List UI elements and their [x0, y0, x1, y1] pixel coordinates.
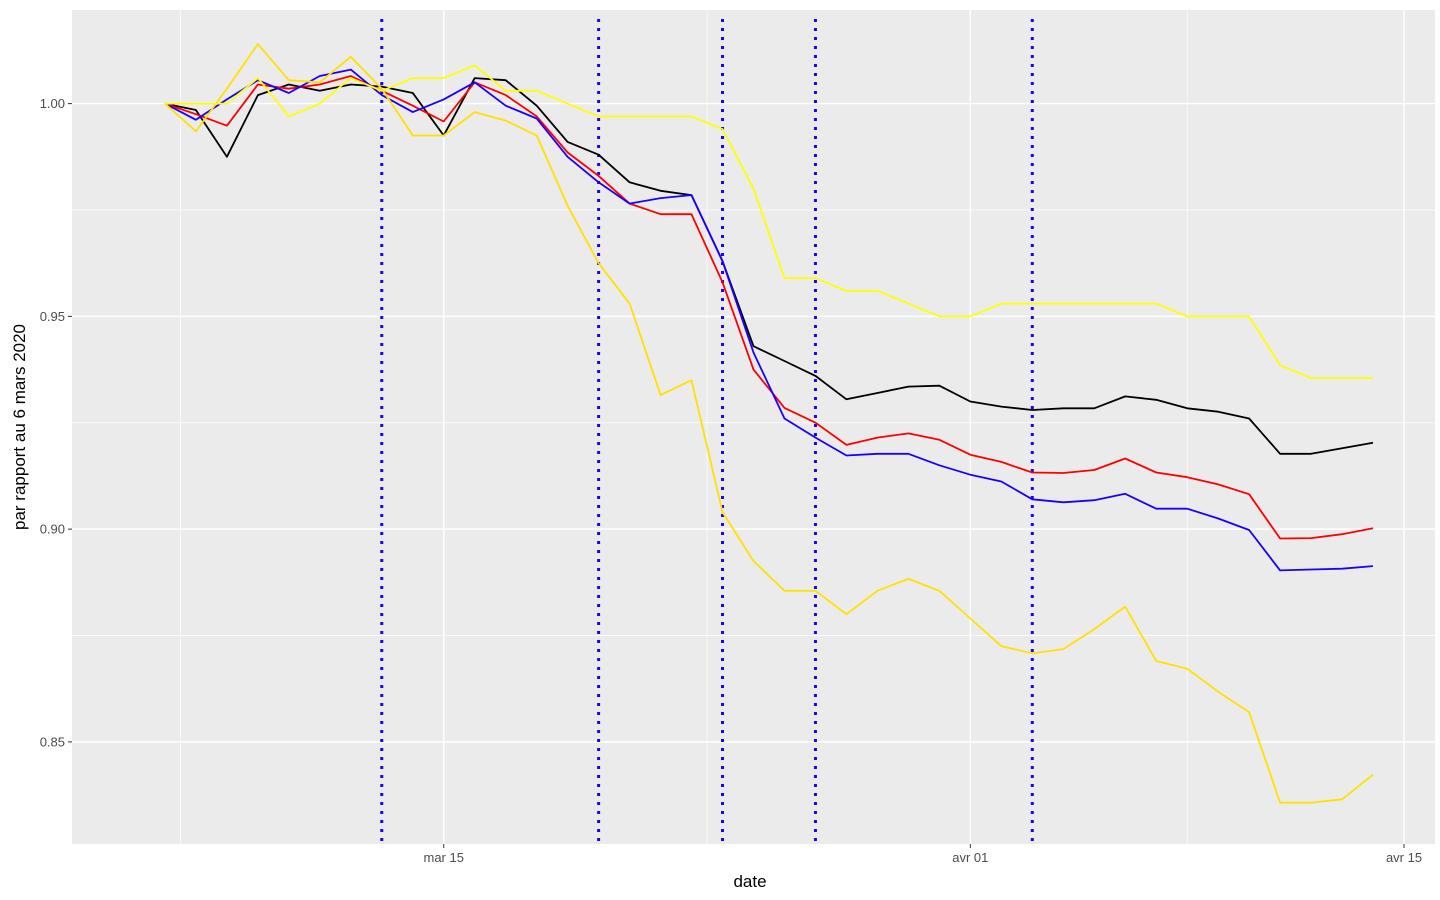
y-tick-label: 0.90	[40, 522, 65, 537]
plot-panel	[72, 10, 1435, 844]
y-tick-label: 0.85	[40, 734, 65, 749]
series-line-5	[164, 64, 1373, 380]
y-tick-label: 1.00	[40, 96, 65, 111]
event-markers	[380, 19, 1034, 844]
x-axis: mar 15 avr 01 avr 15	[423, 844, 1422, 865]
x-tick-label: avr 15	[1386, 850, 1422, 865]
x-tick-label: mar 15	[423, 850, 463, 865]
series-lines	[164, 43, 1374, 804]
y-axis-title: par rapport au 6 mars 2020	[10, 324, 29, 530]
series-line-4	[164, 43, 1374, 804]
series-line-1	[164, 77, 1374, 455]
series-line-3	[164, 68, 1374, 572]
x-axis-title: date	[733, 872, 766, 891]
minor-gridlines	[72, 10, 1435, 844]
y-tick-label: 0.95	[40, 309, 65, 324]
x-tick-label: avr 01	[952, 850, 988, 865]
y-axis: 0.85 0.90 0.95 1.00	[40, 96, 72, 749]
